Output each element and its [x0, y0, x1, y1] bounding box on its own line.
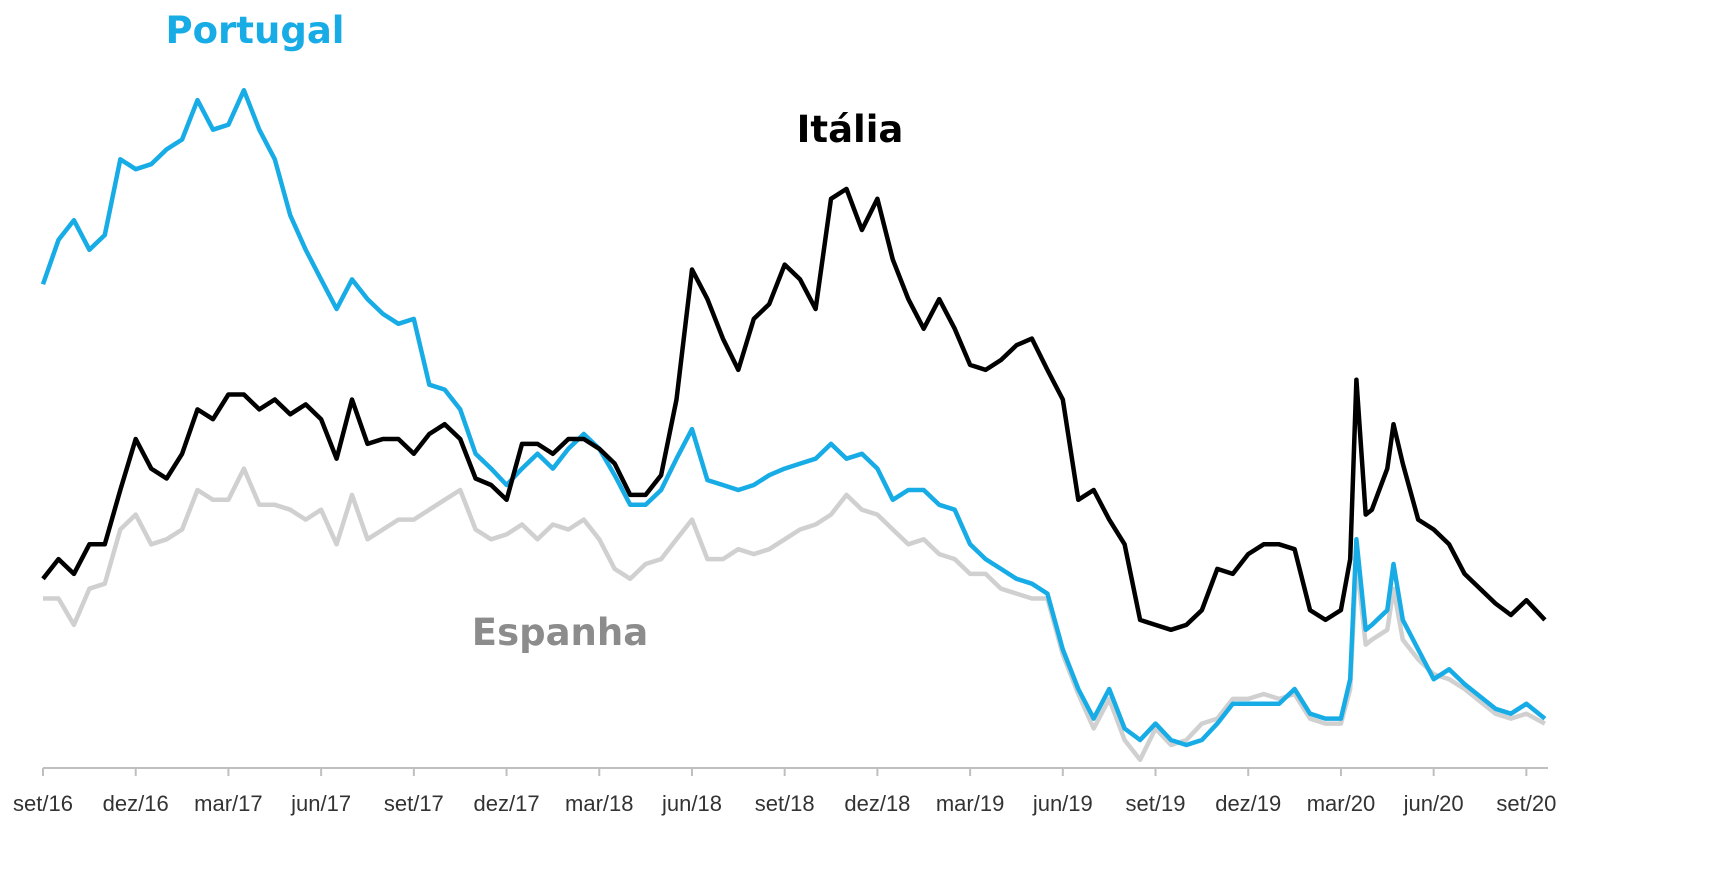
series-line	[43, 466, 1546, 763]
series-label: Portugal	[166, 9, 345, 52]
x-tick-label: jun/20	[1403, 791, 1464, 816]
x-tick-label: jun/17	[290, 791, 351, 816]
x-tick-label: dez/19	[1215, 791, 1281, 816]
x-tick-label: jun/18	[661, 791, 722, 816]
x-tick-label: set/19	[1126, 791, 1186, 816]
x-tick-label: dez/18	[844, 791, 910, 816]
x-tick-label: mar/17	[194, 791, 262, 816]
series-line	[41, 186, 1547, 633]
x-tick-label: dez/17	[474, 791, 540, 816]
series-label: Itália	[797, 108, 904, 151]
x-tick-label: mar/20	[1307, 791, 1375, 816]
x-tick-label: set/20	[1496, 791, 1556, 816]
x-tick-label: set/18	[755, 791, 815, 816]
series-label: Espanha	[472, 611, 648, 654]
x-tick-label: jun/19	[1032, 791, 1093, 816]
x-tick-label: set/17	[384, 791, 444, 816]
series-line	[40, 87, 1547, 748]
x-tick-label: set/16	[13, 791, 73, 816]
x-tick-label: mar/19	[936, 791, 1004, 816]
x-tick-label: dez/16	[103, 791, 169, 816]
x-tick-label: mar/18	[565, 791, 633, 816]
